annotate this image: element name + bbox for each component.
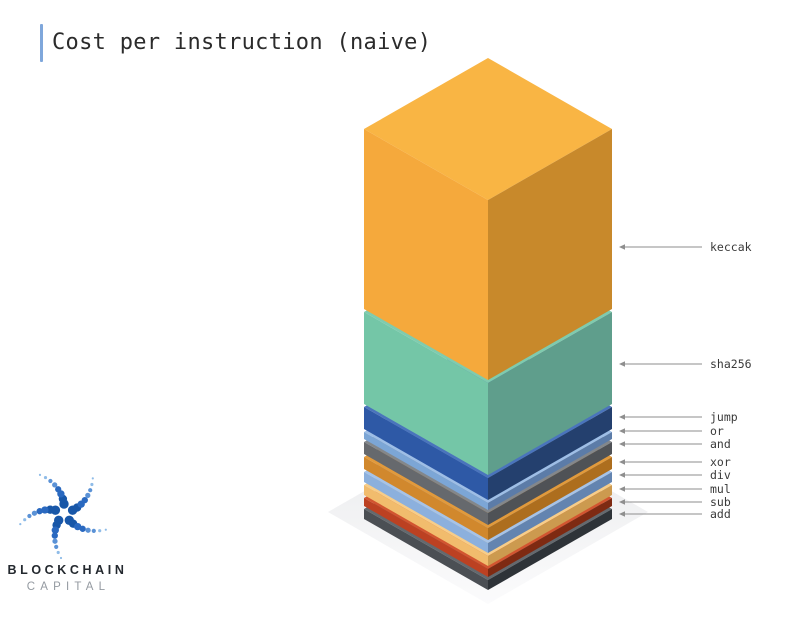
page-title: Cost per instruction (naive)	[52, 30, 432, 55]
callout-arrowhead-xor	[619, 459, 625, 465]
callout-xor: xor	[619, 455, 731, 469]
callout-sub: sub	[619, 495, 731, 509]
starfish-dot	[74, 522, 82, 531]
callout-sha256: sha256	[619, 357, 752, 371]
bar-segment-keccak	[364, 58, 612, 380]
callout-jump: jump	[619, 410, 738, 424]
segment-label-sub: sub	[710, 495, 731, 509]
segment-label-add: add	[710, 507, 731, 521]
starfish-dot	[98, 529, 102, 533]
segment-right-face-div	[488, 472, 612, 553]
segment-label-jump: jump	[710, 410, 738, 424]
segment-left-face-xor	[364, 457, 488, 540]
segment-label-sha256: sha256	[710, 357, 752, 371]
callout-and: and	[619, 437, 731, 451]
callout-arrowhead-mul	[619, 486, 625, 492]
logo-primary-text: BLOCKCHAIN	[7, 563, 128, 577]
starfish-dot	[55, 486, 62, 493]
segment-left-face-sha256	[364, 312, 488, 475]
starfish-dot	[56, 550, 60, 555]
starfish-dot	[104, 528, 107, 531]
segment-left-face-div	[364, 472, 488, 553]
starfish-dot	[41, 506, 49, 514]
callout-arrowhead-add	[619, 511, 625, 517]
starfish-dot	[88, 488, 93, 493]
callout-arrowhead-div	[619, 472, 625, 478]
segment-right-face-sha256	[488, 312, 612, 475]
segment-right-face-mul	[488, 485, 612, 566]
segment-right-face-xor	[488, 457, 612, 540]
segment-left-face-keccak	[364, 129, 488, 380]
segment-left-face-or	[364, 432, 488, 510]
starfish-dot	[27, 513, 32, 519]
starfish-dot	[85, 492, 91, 499]
segment-label-keccak: keccak	[710, 240, 752, 254]
callout-arrowhead-keccak	[619, 244, 625, 250]
callout-arrowhead-sha256	[619, 361, 625, 367]
starfish-dot	[90, 482, 94, 487]
segment-left-face-mul	[364, 485, 488, 566]
starfish-dot	[19, 523, 22, 526]
starfish-dot	[81, 496, 88, 504]
segment-right-face-sub	[488, 498, 612, 577]
starfish-dot	[54, 544, 59, 549]
starfish-dot	[52, 482, 58, 488]
segment-label-div: div	[710, 468, 731, 482]
segment-right-face-or	[488, 432, 612, 510]
starfish-dot	[48, 478, 53, 484]
starfish-dot	[31, 510, 38, 516]
callout-add: add	[619, 507, 731, 521]
starfish-dot	[23, 518, 27, 522]
logo-secondary-text: CAPITAL	[26, 581, 111, 593]
segment-left-face-add	[364, 509, 488, 590]
segment-label-xor: xor	[710, 455, 731, 469]
callout-arrowhead-jump	[619, 414, 625, 420]
segment-right-face-jump	[488, 407, 612, 500]
segment-left-face-and	[364, 442, 488, 525]
callout-keccak: keccak	[619, 240, 752, 254]
callout-or: or	[619, 424, 724, 438]
segment-right-face-add	[488, 509, 612, 590]
segment-right-face-and	[488, 442, 612, 525]
segment-label-or: or	[710, 424, 724, 438]
starfish-dot	[51, 526, 59, 534]
segment-label-and: and	[710, 437, 731, 451]
callout-mul: mul	[619, 482, 731, 496]
callout-div: div	[619, 468, 731, 482]
starfish-dot	[91, 528, 96, 533]
starfish-dots-icon	[19, 473, 107, 560]
starfish-dot	[38, 473, 42, 476]
starfish-dot	[36, 508, 43, 515]
starfish-dot	[59, 556, 63, 560]
starfish-dot	[52, 538, 58, 544]
starfish-dot	[85, 527, 91, 533]
segment-label-mul: mul	[710, 482, 731, 496]
callout-arrowhead-sub	[619, 499, 625, 505]
slide-header: Cost per instruction (naive)	[40, 23, 431, 62]
starfish-dot	[79, 525, 86, 532]
segment-right-face-keccak	[488, 129, 612, 380]
starfish-dot	[91, 477, 94, 480]
blockchain-capital-logo: BLOCKCHAIN CAPITAL	[0, 458, 132, 593]
title-accent-bar	[40, 23, 43, 62]
segment-left-face-jump	[364, 407, 488, 500]
starfish-dot	[51, 532, 58, 539]
segment-left-face-sub	[364, 498, 488, 577]
callout-arrowhead-and	[619, 441, 625, 447]
callout-arrowhead-or	[619, 428, 625, 434]
starfish-dot	[43, 476, 48, 480]
starfish-dot	[46, 505, 55, 514]
